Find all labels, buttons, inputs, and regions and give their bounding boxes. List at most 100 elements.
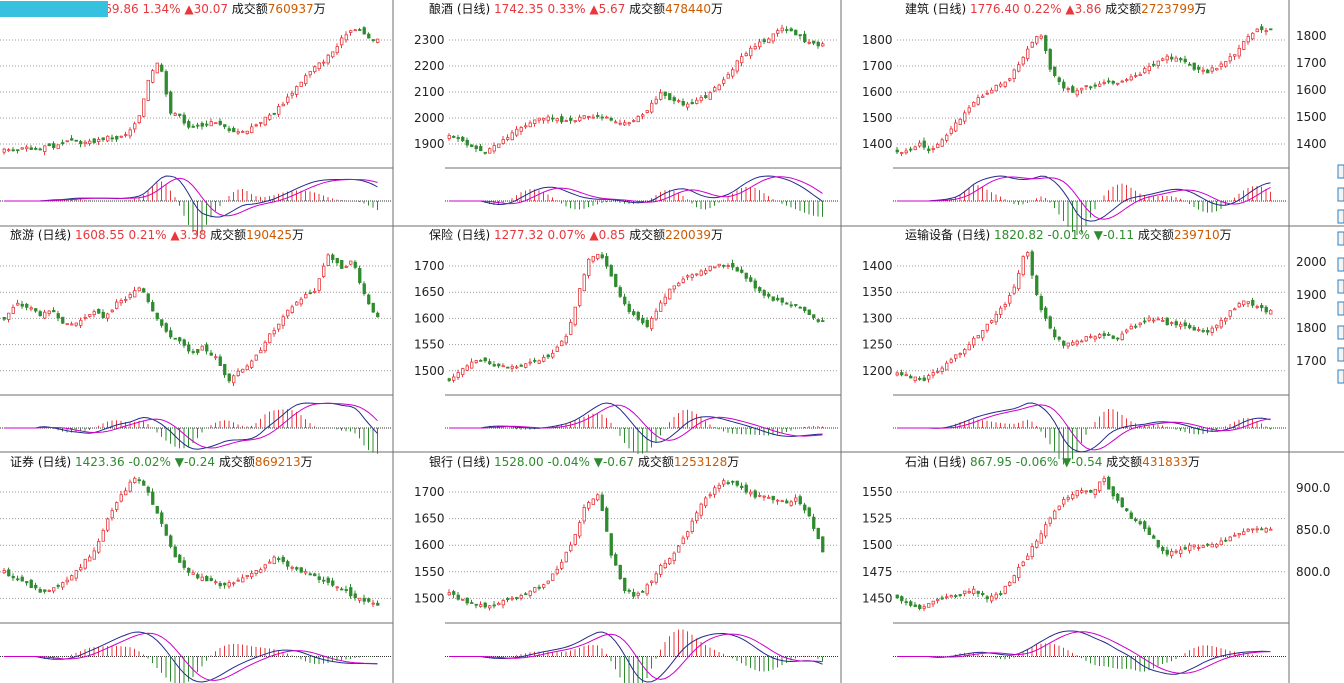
candle-body bbox=[483, 357, 487, 362]
candle-body bbox=[317, 576, 321, 580]
chart-panel-6[interactable]: 运输设备 (日线) 1820.82 -0.01% ▼-0.11 成交额23971… bbox=[862, 227, 1289, 465]
candle-body bbox=[164, 524, 168, 536]
candle-body bbox=[1215, 543, 1219, 548]
candle-body bbox=[299, 567, 303, 573]
candle-body bbox=[1102, 478, 1106, 482]
candle-body bbox=[999, 593, 1003, 595]
candle-body bbox=[119, 300, 123, 304]
candle-body bbox=[313, 66, 317, 73]
side-tab-7[interactable] bbox=[1337, 301, 1344, 316]
candle-body bbox=[1147, 317, 1151, 321]
side-tab-1[interactable] bbox=[1337, 164, 1344, 179]
candle-body bbox=[605, 256, 609, 267]
y-tick-label: 1650 bbox=[414, 285, 445, 299]
candle-body bbox=[272, 330, 276, 335]
candle-body bbox=[895, 594, 899, 599]
y-tick-label: 2300 bbox=[414, 33, 445, 47]
candle-body bbox=[465, 139, 469, 146]
candle-body bbox=[1048, 316, 1052, 329]
candle-body bbox=[677, 545, 681, 553]
candle-body bbox=[146, 79, 150, 101]
candle-body bbox=[1147, 527, 1151, 535]
candle-body bbox=[1053, 66, 1057, 77]
candle-body bbox=[900, 372, 904, 376]
chart-panel-8[interactable]: 银行 (日线) 1528.00 -0.04% ▼-0.67 成交额1253128… bbox=[414, 454, 841, 683]
side-tab-10[interactable] bbox=[1337, 369, 1344, 384]
candle-body bbox=[663, 91, 667, 96]
candle-body bbox=[816, 319, 820, 322]
chart-panel-3[interactable]: 建筑 (日线) 1776.40 0.22% ▲3.86 成交额2723799万1… bbox=[862, 1, 1289, 236]
candle-body bbox=[578, 288, 582, 306]
y-tick-label: 1700 bbox=[414, 485, 445, 499]
chart-panel-1[interactable]: 家用电器 (日线) 2269.86 1.34% ▲30.07 成交额760937… bbox=[0, 1, 393, 236]
candle-body bbox=[506, 366, 510, 369]
candle-body bbox=[492, 145, 496, 152]
side-tab-9[interactable] bbox=[1337, 347, 1344, 362]
candle-body bbox=[358, 268, 362, 283]
candle-body bbox=[1197, 329, 1201, 331]
header-vol_label: 成交额 bbox=[1106, 454, 1142, 469]
candle-body bbox=[546, 116, 550, 121]
candle-body bbox=[191, 125, 195, 128]
candle-body bbox=[1053, 329, 1057, 338]
header-name: 保险 (日线) bbox=[429, 227, 490, 242]
candle-body bbox=[609, 265, 613, 277]
candle-body bbox=[582, 274, 586, 292]
candle-body bbox=[1044, 524, 1048, 537]
candle-body bbox=[1143, 521, 1147, 529]
candle-body bbox=[11, 149, 15, 152]
candle-body bbox=[268, 333, 272, 344]
right-axis-label: 1700 bbox=[1296, 56, 1327, 70]
candle-body bbox=[922, 140, 926, 148]
chart-panel-2[interactable]: 酿酒 (日线) 1742.35 0.33% ▲5.67 成交额478440万 23… bbox=[414, 1, 841, 217]
y-tick-label: 2100 bbox=[414, 85, 445, 99]
candle-body bbox=[1008, 581, 1012, 586]
candle-body bbox=[25, 581, 29, 584]
chart-panel-5[interactable]: 保险 (日线) 1277.32 0.07% ▲0.85 成交额220039万 17… bbox=[414, 227, 841, 454]
side-tab-4[interactable] bbox=[1337, 231, 1344, 246]
candle-body bbox=[110, 510, 114, 519]
candle-body bbox=[191, 351, 195, 353]
side-tab-3[interactable] bbox=[1337, 209, 1344, 224]
candle-body bbox=[717, 84, 721, 91]
chart-panel-9[interactable]: 石油 (日线) 867.95 -0.06% ▼-0.54 成交额431833万 1… bbox=[862, 454, 1289, 675]
candle-body bbox=[1260, 26, 1264, 31]
macd-dif-line bbox=[897, 630, 1271, 675]
candle-body bbox=[641, 317, 645, 324]
candle-body bbox=[1246, 528, 1250, 532]
candle-body bbox=[1206, 543, 1210, 546]
candle-body bbox=[1152, 319, 1156, 322]
candle-body bbox=[895, 149, 899, 153]
candle-body bbox=[506, 137, 510, 140]
candle-body bbox=[277, 323, 281, 330]
chart-panel-4[interactable]: 旅游 (日线) 1608.55 0.21% ▲3.38 成交额190425万 bbox=[0, 227, 393, 454]
candle-body bbox=[56, 313, 60, 319]
candle-body bbox=[497, 143, 501, 148]
candle-body bbox=[909, 601, 913, 606]
chart-panel-7[interactable]: 证券 (日线) 1423.36 -0.02% ▼-0.24 成交额869213万 bbox=[0, 454, 393, 683]
candle-body bbox=[1039, 533, 1043, 544]
candle-body bbox=[65, 579, 69, 583]
candle-body bbox=[29, 147, 33, 150]
candle-body bbox=[7, 569, 11, 577]
candle-body bbox=[1179, 549, 1183, 554]
candle-body bbox=[564, 120, 568, 122]
candle-body bbox=[1138, 322, 1142, 326]
candle-body bbox=[74, 570, 78, 579]
candle-body bbox=[708, 494, 712, 497]
y-tick-label: 1600 bbox=[414, 311, 445, 325]
macd-dif-line bbox=[897, 402, 1271, 453]
candle-body bbox=[704, 95, 708, 99]
candle-body bbox=[371, 302, 375, 313]
side-tab-6[interactable] bbox=[1337, 279, 1344, 294]
candles bbox=[447, 251, 825, 383]
side-tab-5[interactable] bbox=[1337, 257, 1344, 272]
side-tab-2[interactable] bbox=[1337, 187, 1344, 202]
y-tick-label: 1450 bbox=[862, 591, 893, 605]
candle-body bbox=[1075, 490, 1079, 497]
candle-body bbox=[56, 144, 60, 149]
candle-body bbox=[731, 262, 735, 268]
side-tab-8[interactable] bbox=[1337, 325, 1344, 340]
candle-body bbox=[1062, 81, 1066, 89]
candle-body bbox=[483, 151, 487, 154]
